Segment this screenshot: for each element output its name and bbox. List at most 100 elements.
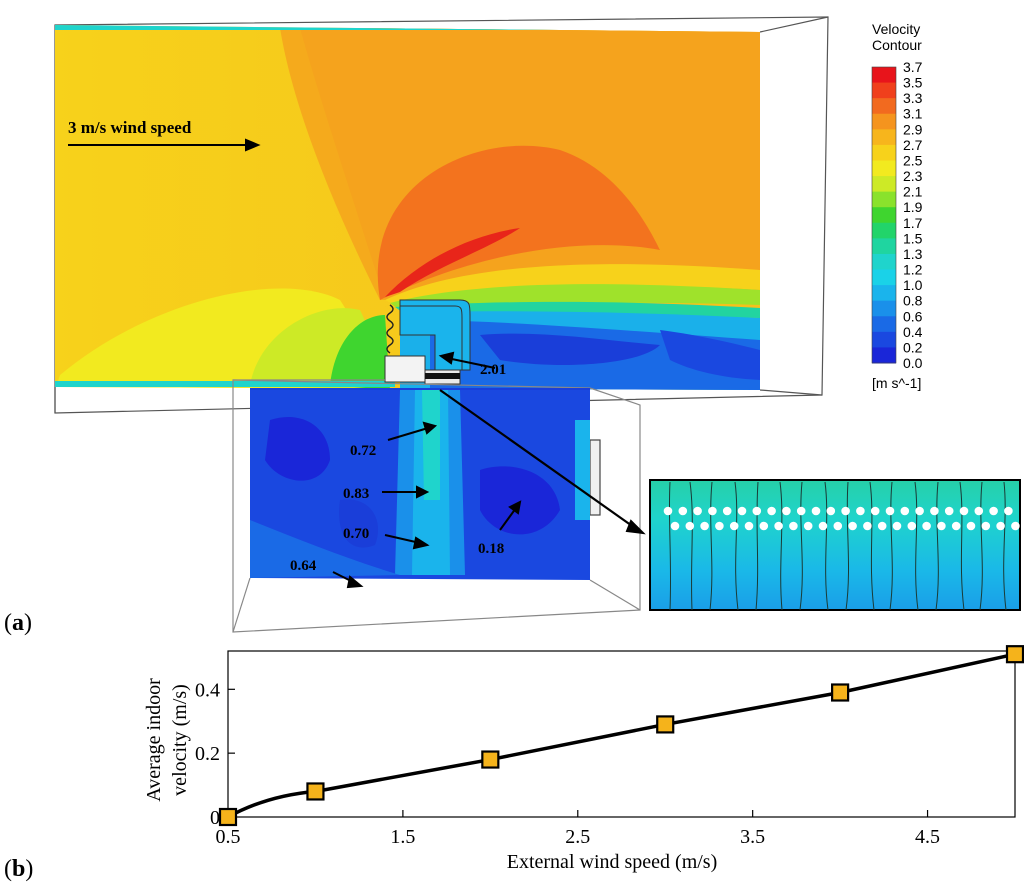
colorbar-title-line2: Contour bbox=[872, 37, 922, 53]
colorbar-tick-label: 2.7 bbox=[903, 137, 923, 153]
inset-hole bbox=[729, 521, 739, 531]
annotation-2-01: 2.01 bbox=[480, 362, 506, 378]
y-tick-label: 0.2 bbox=[195, 743, 220, 765]
colorbar-swatch bbox=[872, 316, 896, 333]
inset-hole bbox=[870, 506, 880, 516]
data-point bbox=[481, 750, 500, 769]
x-tick-label: 0.5 bbox=[216, 826, 241, 848]
inset-hole bbox=[744, 521, 754, 531]
arrows bbox=[68, 138, 646, 589]
inset-hole bbox=[678, 506, 688, 516]
inset-hole bbox=[1011, 521, 1020, 531]
colorbar-title-line1: Velocity bbox=[872, 21, 920, 37]
colorbar-swatch bbox=[872, 222, 896, 239]
inset-hole bbox=[693, 506, 702, 516]
colorbar-swatch bbox=[872, 300, 896, 317]
colorbar-swatch bbox=[872, 113, 896, 130]
x-tick-label: 2.5 bbox=[565, 826, 590, 848]
inset-hole bbox=[796, 506, 806, 516]
colorbar-tick-label: 2.5 bbox=[903, 152, 923, 168]
x-tick-label: 3.5 bbox=[740, 826, 765, 848]
plot-area bbox=[227, 650, 1016, 818]
colorbar-tick-label: 2.1 bbox=[903, 184, 923, 200]
panel-label-b: (b) bbox=[4, 856, 33, 882]
annotation-0-64: 0.64 bbox=[290, 558, 317, 574]
colorbar-swatch bbox=[872, 347, 896, 364]
colorbar-swatch bbox=[872, 144, 896, 161]
room-contour bbox=[250, 388, 590, 580]
wind-speed-label: 3 m/s wind speed bbox=[68, 118, 192, 137]
annotation-0-83: 0.83 bbox=[343, 486, 369, 502]
annotation-0-70: 0.70 bbox=[343, 526, 369, 542]
inset-hole bbox=[700, 521, 709, 531]
colorbar-tick-label: 1.7 bbox=[903, 215, 923, 231]
colorbar-tick-label: 3.3 bbox=[903, 90, 923, 106]
inset-hole bbox=[900, 506, 910, 516]
x-axis-label: External wind speed (m/s) bbox=[507, 851, 718, 873]
colorbar-swatch bbox=[872, 191, 896, 208]
colorbar-border bbox=[871, 66, 897, 364]
inset-hole bbox=[818, 521, 828, 531]
inset-hole bbox=[811, 506, 821, 516]
inset-hole bbox=[826, 506, 836, 516]
inset-hole bbox=[996, 521, 1005, 531]
inset-hole bbox=[856, 506, 865, 516]
channel-contour bbox=[55, 25, 760, 390]
inset-hole bbox=[789, 521, 798, 531]
room-frame bbox=[232, 379, 641, 633]
colorbar-tick-label: 2.3 bbox=[903, 168, 923, 184]
colorbar-tick-label: 3.1 bbox=[903, 106, 923, 122]
colorbar-swatch bbox=[872, 82, 896, 99]
inset-hole bbox=[877, 521, 887, 531]
inset-hole bbox=[937, 521, 946, 531]
inset-hole bbox=[774, 521, 783, 531]
inset-hole bbox=[907, 521, 917, 531]
inset-hole bbox=[759, 521, 769, 531]
inset-hole bbox=[767, 506, 776, 516]
panel-label-a: (a) bbox=[4, 610, 32, 636]
colorbar-ticks: 3.73.53.33.12.92.72.52.32.11.91.71.51.31… bbox=[903, 59, 923, 371]
inset-hole bbox=[737, 506, 747, 516]
colorbar-tick-label: 1.9 bbox=[903, 199, 923, 215]
colorbar-tick-label: 2.9 bbox=[903, 121, 923, 137]
colorbar-swatch bbox=[872, 253, 896, 271]
annotation-0-72: 0.72 bbox=[350, 443, 376, 459]
colorbar-tick-label: 3.5 bbox=[903, 75, 923, 91]
colorbar-tick-label: 3.7 bbox=[903, 59, 923, 75]
colorbar-swatch bbox=[872, 98, 896, 115]
colorbar-swatch bbox=[872, 129, 896, 146]
series-points bbox=[218, 645, 1024, 827]
y-tick-label: 0.4 bbox=[195, 679, 220, 701]
data-point bbox=[218, 807, 238, 827]
inset-hole bbox=[989, 506, 998, 516]
inset-hole bbox=[951, 521, 961, 531]
inset-hole bbox=[841, 506, 850, 516]
colorbar-swatch bbox=[872, 207, 896, 224]
inset-hole bbox=[930, 506, 939, 516]
colorbar-tick-label: 0.2 bbox=[903, 339, 923, 355]
y-axis-label-line2: velocity (m/s) bbox=[169, 684, 191, 796]
inset-zoom bbox=[649, 479, 1021, 611]
colorbar-swatch bbox=[872, 238, 896, 255]
data-point bbox=[831, 683, 850, 702]
y-axis-label-line1: Average indoor bbox=[143, 678, 165, 802]
inset-hole bbox=[685, 521, 695, 531]
inset-hole bbox=[966, 521, 976, 531]
x-tick-label: 4.5 bbox=[915, 826, 940, 848]
data-point bbox=[306, 782, 325, 801]
inset-holes bbox=[663, 506, 1020, 531]
colorbar-tick-label: 1.0 bbox=[903, 277, 923, 293]
velocity-annotations: 2.01 0.72 0.83 0.70 0.18 0.64 bbox=[290, 362, 506, 574]
colorbar-swatch bbox=[872, 269, 896, 286]
colorbar-tick-label: 1.3 bbox=[903, 246, 923, 262]
data-point bbox=[656, 715, 675, 734]
inset-hole bbox=[981, 521, 991, 531]
colorbar-tick-label: 1.2 bbox=[903, 262, 923, 278]
x-axis-ticks: 0.5 1.5 2.5 3.5 4.5 bbox=[216, 810, 940, 848]
inset-hole bbox=[752, 506, 762, 516]
annotation-0-18: 0.18 bbox=[478, 541, 504, 557]
x-tick-label: 1.5 bbox=[390, 826, 415, 848]
data-point bbox=[1005, 645, 1024, 664]
inset-hole bbox=[715, 521, 724, 531]
